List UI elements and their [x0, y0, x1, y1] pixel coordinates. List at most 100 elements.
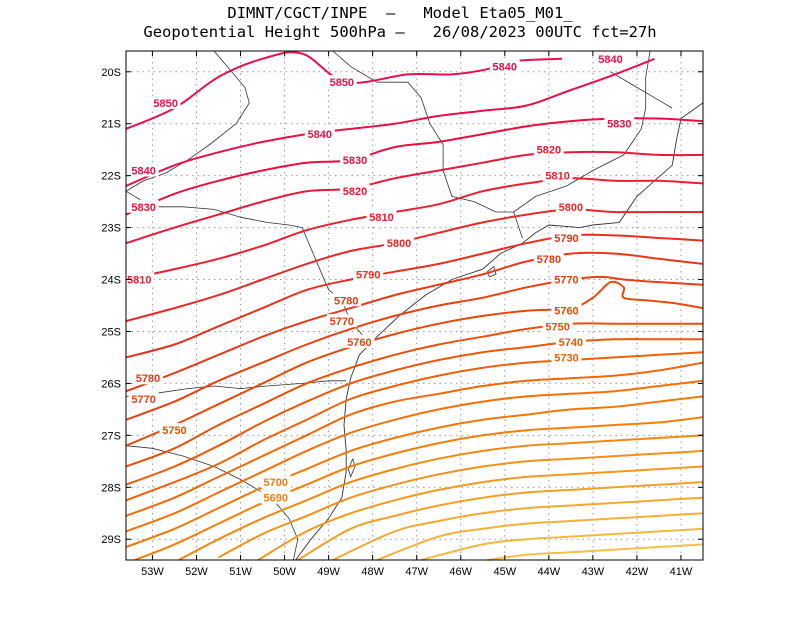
- contour-line-5760: [125, 280, 704, 447]
- contour-label-bg: [353, 267, 384, 281]
- contour-label: 5780: [136, 373, 160, 385]
- contour-label: 5850: [330, 77, 354, 89]
- contour-label-bg: [366, 210, 397, 224]
- contour-label-bg: [533, 251, 564, 265]
- lon-tick-label: 48W: [361, 566, 384, 578]
- state-border: [125, 380, 347, 397]
- contour-line-5790: [125, 233, 704, 359]
- state-border: [513, 50, 651, 213]
- lon-tick-label: 44W: [538, 566, 561, 578]
- lat-tick-label: 27S: [101, 430, 121, 442]
- contour-line-5700: [125, 395, 704, 548]
- latitude-axis: 20S 21S 22S 23S 24S 25S 26S 27S 28S 29S: [101, 67, 703, 546]
- contour-label-bg: [542, 168, 573, 182]
- contour-label-bg: [595, 51, 626, 65]
- contour-label: 5760: [554, 306, 578, 318]
- contour-label-bg: [326, 75, 357, 89]
- contour-label: 5750: [162, 425, 186, 437]
- contour-labels: 5850 5850 5840 5840 5840 5840 5830 5830 5830 5820…: [124, 51, 635, 505]
- contour-label: 5840: [308, 129, 332, 141]
- contour-line-5620: [420, 527, 704, 561]
- lon-tick-label: 47W: [405, 566, 428, 578]
- contour-line-5770: [125, 275, 704, 421]
- contour-line-5780: [125, 251, 704, 393]
- contour-label-bg: [489, 59, 520, 73]
- contour-label: 5830: [343, 155, 367, 167]
- contour-label: 5830: [131, 202, 155, 214]
- contour-line-5690: [134, 416, 704, 561]
- contour-label-bg: [260, 475, 291, 489]
- contour-label-bg: [124, 272, 155, 286]
- contour-label: 5770: [330, 316, 354, 328]
- contour-line-5820: [125, 150, 704, 245]
- contour-line-5650: [297, 481, 704, 561]
- contour-label: 5770: [554, 275, 578, 287]
- contour-label: 5810: [369, 212, 393, 224]
- contour-line-5750: [125, 322, 703, 468]
- contour-label-bg: [542, 319, 573, 333]
- lon-tick-label: 52W: [185, 566, 208, 578]
- contour-label-bg: [555, 334, 586, 348]
- contour-line-5800: [125, 208, 703, 323]
- contour-label: 5730: [554, 352, 578, 364]
- contour-label: 5700: [264, 477, 288, 489]
- contour-label: 5770: [131, 394, 155, 406]
- contour-label-bg: [551, 230, 582, 244]
- longitude-axis: 53W 52W 51W 50W 49W 48W 47W 46W 45W 44W 43W 42W 41W: [141, 51, 693, 578]
- contour-label-bg: [128, 391, 159, 405]
- contour-label: 5850: [153, 98, 177, 110]
- lat-tick-label: 20S: [101, 67, 121, 79]
- contour-line-5740: [125, 338, 703, 486]
- contour-label: 5780: [537, 254, 561, 266]
- contour-label-bg: [551, 303, 582, 317]
- contour-label: 5800: [559, 202, 583, 214]
- contour-label-bg: [604, 116, 635, 130]
- lat-tick-label: 24S: [101, 275, 121, 287]
- contour-label-bg: [555, 199, 586, 213]
- contour-label-bg: [304, 127, 335, 141]
- contour-line-5810: [125, 177, 704, 281]
- lon-tick-label: 45W: [493, 566, 516, 578]
- contour-label: 5840: [598, 54, 622, 66]
- contour-label: 5810: [545, 171, 569, 183]
- lat-tick-label: 22S: [101, 171, 121, 183]
- contour-label: 5840: [131, 165, 155, 177]
- contour-label: 5750: [545, 321, 569, 333]
- lon-tick-label: 46W: [449, 566, 472, 578]
- state-border: [332, 50, 523, 239]
- lat-tick-label: 28S: [101, 482, 121, 494]
- contour-label-bg: [128, 199, 159, 213]
- coastline: [295, 102, 704, 561]
- contour-label-bg: [340, 153, 371, 167]
- lon-tick-label: 42W: [626, 566, 649, 578]
- contour-line-5710: [125, 379, 704, 533]
- lon-tick-label: 49W: [317, 566, 340, 578]
- lon-tick-label: 41W: [670, 566, 693, 578]
- contour-label: 5760: [347, 337, 371, 349]
- contour-label: 5780: [334, 295, 358, 307]
- contour-label-bg: [344, 334, 375, 348]
- contour-label: 5690: [264, 493, 288, 505]
- lat-tick-label: 21S: [101, 119, 121, 131]
- lon-tick-label: 53W: [141, 566, 164, 578]
- lon-tick-label: 43W: [582, 566, 605, 578]
- contour-label-bg: [384, 236, 415, 250]
- lat-tick-label: 23S: [101, 223, 121, 235]
- contour-label: 5820: [343, 186, 367, 198]
- lon-tick-label: 51W: [229, 566, 252, 578]
- contour-label: 5740: [559, 337, 583, 349]
- contour-line-5630: [376, 512, 704, 561]
- contour-line-5730: [125, 351, 704, 502]
- contour-label-bg: [133, 371, 164, 385]
- lon-tick-label: 50W: [273, 566, 296, 578]
- contour-label: 5790: [356, 269, 380, 281]
- contour-line-5640: [332, 496, 704, 561]
- state-border: [125, 445, 299, 561]
- island: [347, 458, 356, 479]
- contour-label-bg: [260, 490, 291, 504]
- map-frame: [125, 50, 704, 561]
- state-border: [125, 50, 250, 192]
- contour-label-bg: [159, 423, 190, 437]
- state-border: [610, 71, 673, 109]
